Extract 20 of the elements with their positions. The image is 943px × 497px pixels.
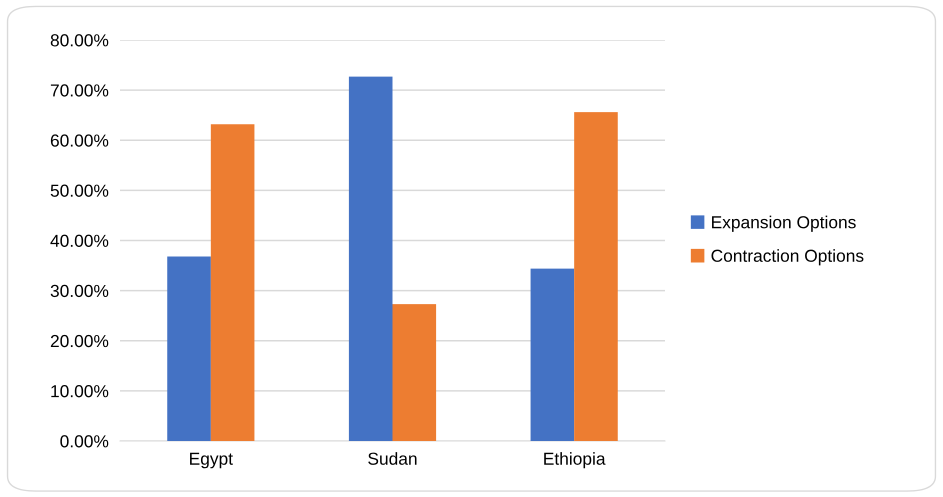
y-tick-label: 50.00% <box>50 184 108 197</box>
bar <box>348 76 392 441</box>
y-tick-label: 20.00% <box>50 334 108 348</box>
x-tick-label: Ethiopia <box>544 452 606 468</box>
y-tick-label: 0.00% <box>60 435 108 448</box>
bar <box>530 268 574 441</box>
x-tick-label: Sudan <box>368 452 416 465</box>
bar <box>210 124 254 441</box>
y-tick-label: 30.00% <box>50 284 108 298</box>
x-tick-label: Egypt <box>190 452 233 468</box>
y-tick-label: 60.00% <box>50 134 108 147</box>
bar <box>574 112 618 441</box>
legend-label: Expansion Options <box>712 216 856 232</box>
y-tick-label: 10.00% <box>51 385 108 398</box>
bar <box>392 304 436 441</box>
legend-label: Contraction Options <box>712 249 864 266</box>
y-tick-label: 70.00% <box>50 84 108 97</box>
y-tick-label: 40.00% <box>50 234 108 247</box>
y-tick-label: 80.00% <box>50 34 108 46</box>
bar <box>167 256 211 441</box>
